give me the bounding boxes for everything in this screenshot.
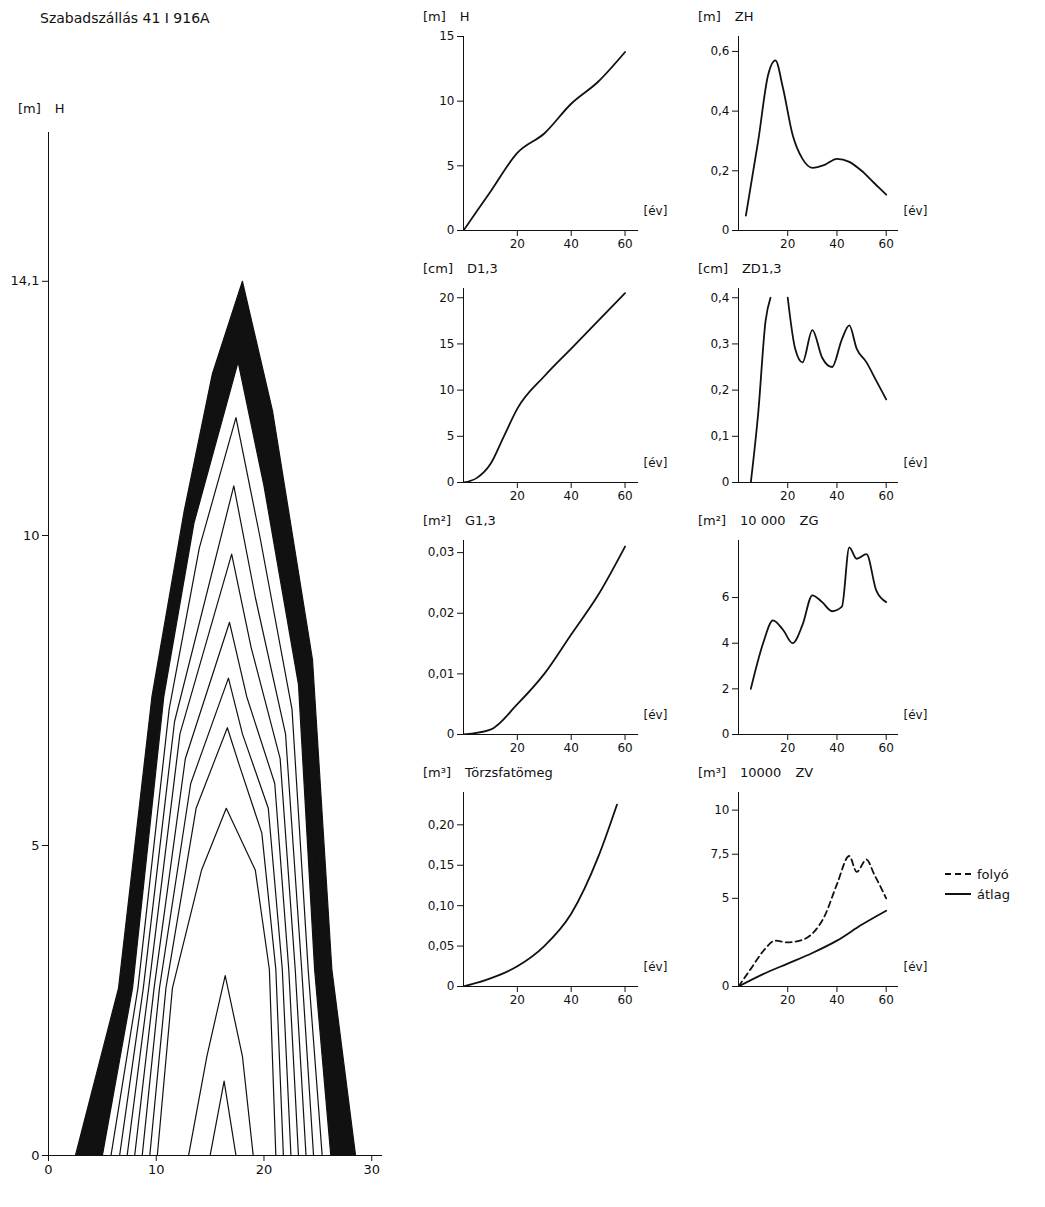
- html-text:G1,3: G1,3: [465, 513, 496, 528]
- html-text:átlag: átlag: [977, 886, 1010, 902]
- svg-text:0,01: 0,01: [428, 667, 455, 681]
- svg-text:0,2: 0,2: [710, 164, 729, 178]
- svg-text:[év]: [év]: [644, 708, 668, 722]
- html-text:[cm]: [cm]: [423, 261, 453, 276]
- svg-text:5: 5: [722, 891, 730, 905]
- html-text:H: H: [54, 101, 65, 116]
- html-text:[m³]: [m³]: [698, 765, 726, 780]
- html-text:ZV: ZV: [795, 765, 814, 780]
- svg-text:0,2: 0,2: [710, 383, 729, 397]
- svg-text:15: 15: [439, 29, 454, 43]
- svg-text:60: 60: [879, 741, 894, 755]
- svg-text:0: 0: [447, 727, 455, 741]
- html-text:[m³]: [m³]: [423, 765, 451, 780]
- svg-text:10: 10: [148, 1162, 165, 1177]
- svg-text:20: 20: [510, 993, 525, 1007]
- html-text:Törzsfatömeg: Törzsfatömeg: [465, 765, 553, 780]
- html-text:10 000: 10 000: [740, 513, 786, 528]
- svg-text:20: 20: [780, 489, 795, 503]
- html-text:10000: 10000: [740, 765, 782, 780]
- svg-text:60: 60: [617, 741, 632, 755]
- svg-text:20: 20: [510, 237, 525, 251]
- svg-text:14,1: 14,1: [11, 273, 40, 288]
- svg-text:40: 40: [829, 237, 844, 251]
- svg-text:15: 15: [439, 337, 454, 351]
- svg-text:40: 40: [829, 489, 844, 503]
- svg-text:0: 0: [722, 223, 730, 237]
- html-text:[m²]: [m²]: [423, 513, 451, 528]
- svg-text:[év]: [év]: [904, 204, 928, 218]
- svg-text:20: 20: [780, 993, 795, 1007]
- svg-text:0: 0: [722, 475, 730, 489]
- svg-text:40: 40: [564, 741, 579, 755]
- svg-text:5: 5: [447, 159, 455, 173]
- svg-text:0,03: 0,03: [428, 545, 455, 559]
- svg-text:60: 60: [617, 237, 632, 251]
- svg-text:20: 20: [780, 237, 795, 251]
- svg-text:0,20: 0,20: [428, 818, 455, 832]
- svg-text:60: 60: [879, 237, 894, 251]
- svg-text:20: 20: [780, 741, 795, 755]
- svg-text:7,5: 7,5: [710, 847, 729, 861]
- html-text:[cm]: [cm]: [698, 261, 728, 276]
- html-text:ZH: ZH: [734, 9, 754, 24]
- svg-text:60: 60: [879, 993, 894, 1007]
- svg-text:5: 5: [447, 429, 455, 443]
- svg-text:20: 20: [256, 1162, 273, 1177]
- svg-text:20: 20: [510, 489, 525, 503]
- svg-text:0,05: 0,05: [428, 939, 455, 953]
- svg-text:40: 40: [564, 237, 579, 251]
- html-text:D1,3: D1,3: [467, 261, 498, 276]
- html-text:H: H: [459, 9, 470, 24]
- html-text:ZG: ZG: [799, 513, 819, 528]
- svg-text:0,4: 0,4: [710, 291, 729, 305]
- svg-text:[év]: [év]: [644, 204, 668, 218]
- html-text:ZD1,3: ZD1,3: [742, 261, 782, 276]
- svg-text:10: 10: [439, 383, 454, 397]
- svg-text:10: 10: [714, 803, 729, 817]
- html-text:[m²]: [m²]: [698, 513, 726, 528]
- svg-text:0,1: 0,1: [710, 429, 729, 443]
- html-text:[m]: [m]: [698, 9, 721, 24]
- svg-text:0,3: 0,3: [710, 337, 729, 351]
- svg-text:40: 40: [829, 741, 844, 755]
- svg-text:60: 60: [617, 489, 632, 503]
- svg-text:60: 60: [879, 489, 894, 503]
- svg-text:2: 2: [722, 682, 730, 696]
- svg-text:5: 5: [31, 838, 39, 853]
- svg-text:10: 10: [439, 94, 454, 108]
- svg-text:0: 0: [722, 727, 730, 741]
- html-text:[m]: [m]: [423, 9, 446, 24]
- svg-text:10: 10: [23, 528, 40, 543]
- svg-text:[év]: [év]: [904, 960, 928, 974]
- svg-text:0: 0: [447, 475, 455, 489]
- svg-text:6: 6: [722, 590, 730, 604]
- svg-text:[év]: [év]: [904, 708, 928, 722]
- svg-text:0: 0: [31, 1148, 39, 1163]
- html-text:Szabadszállás 41 I 916A: Szabadszállás 41 I 916A: [40, 10, 210, 26]
- svg-text:40: 40: [564, 489, 579, 503]
- svg-text:0: 0: [447, 223, 455, 237]
- html-text:[m]: [m]: [18, 101, 41, 116]
- svg-text:0,10: 0,10: [428, 899, 455, 913]
- svg-text:[év]: [év]: [644, 456, 668, 470]
- svg-text:40: 40: [564, 993, 579, 1007]
- svg-text:0,4: 0,4: [710, 104, 729, 118]
- svg-text:0,02: 0,02: [428, 606, 455, 620]
- svg-text:0: 0: [722, 979, 730, 993]
- svg-text:20: 20: [510, 741, 525, 755]
- svg-text:30: 30: [363, 1162, 380, 1177]
- svg-text:0,6: 0,6: [710, 44, 729, 58]
- svg-text:40: 40: [829, 993, 844, 1007]
- svg-text:[év]: [év]: [904, 456, 928, 470]
- svg-text:20: 20: [439, 291, 454, 305]
- svg-text:60: 60: [617, 993, 632, 1007]
- svg-text:[év]: [év]: [644, 960, 668, 974]
- svg-text:4: 4: [722, 636, 730, 650]
- svg-text:0,15: 0,15: [428, 858, 455, 872]
- svg-text:0: 0: [447, 979, 455, 993]
- svg-text:0: 0: [44, 1162, 52, 1177]
- html-text:folyó: folyó: [977, 866, 1009, 882]
